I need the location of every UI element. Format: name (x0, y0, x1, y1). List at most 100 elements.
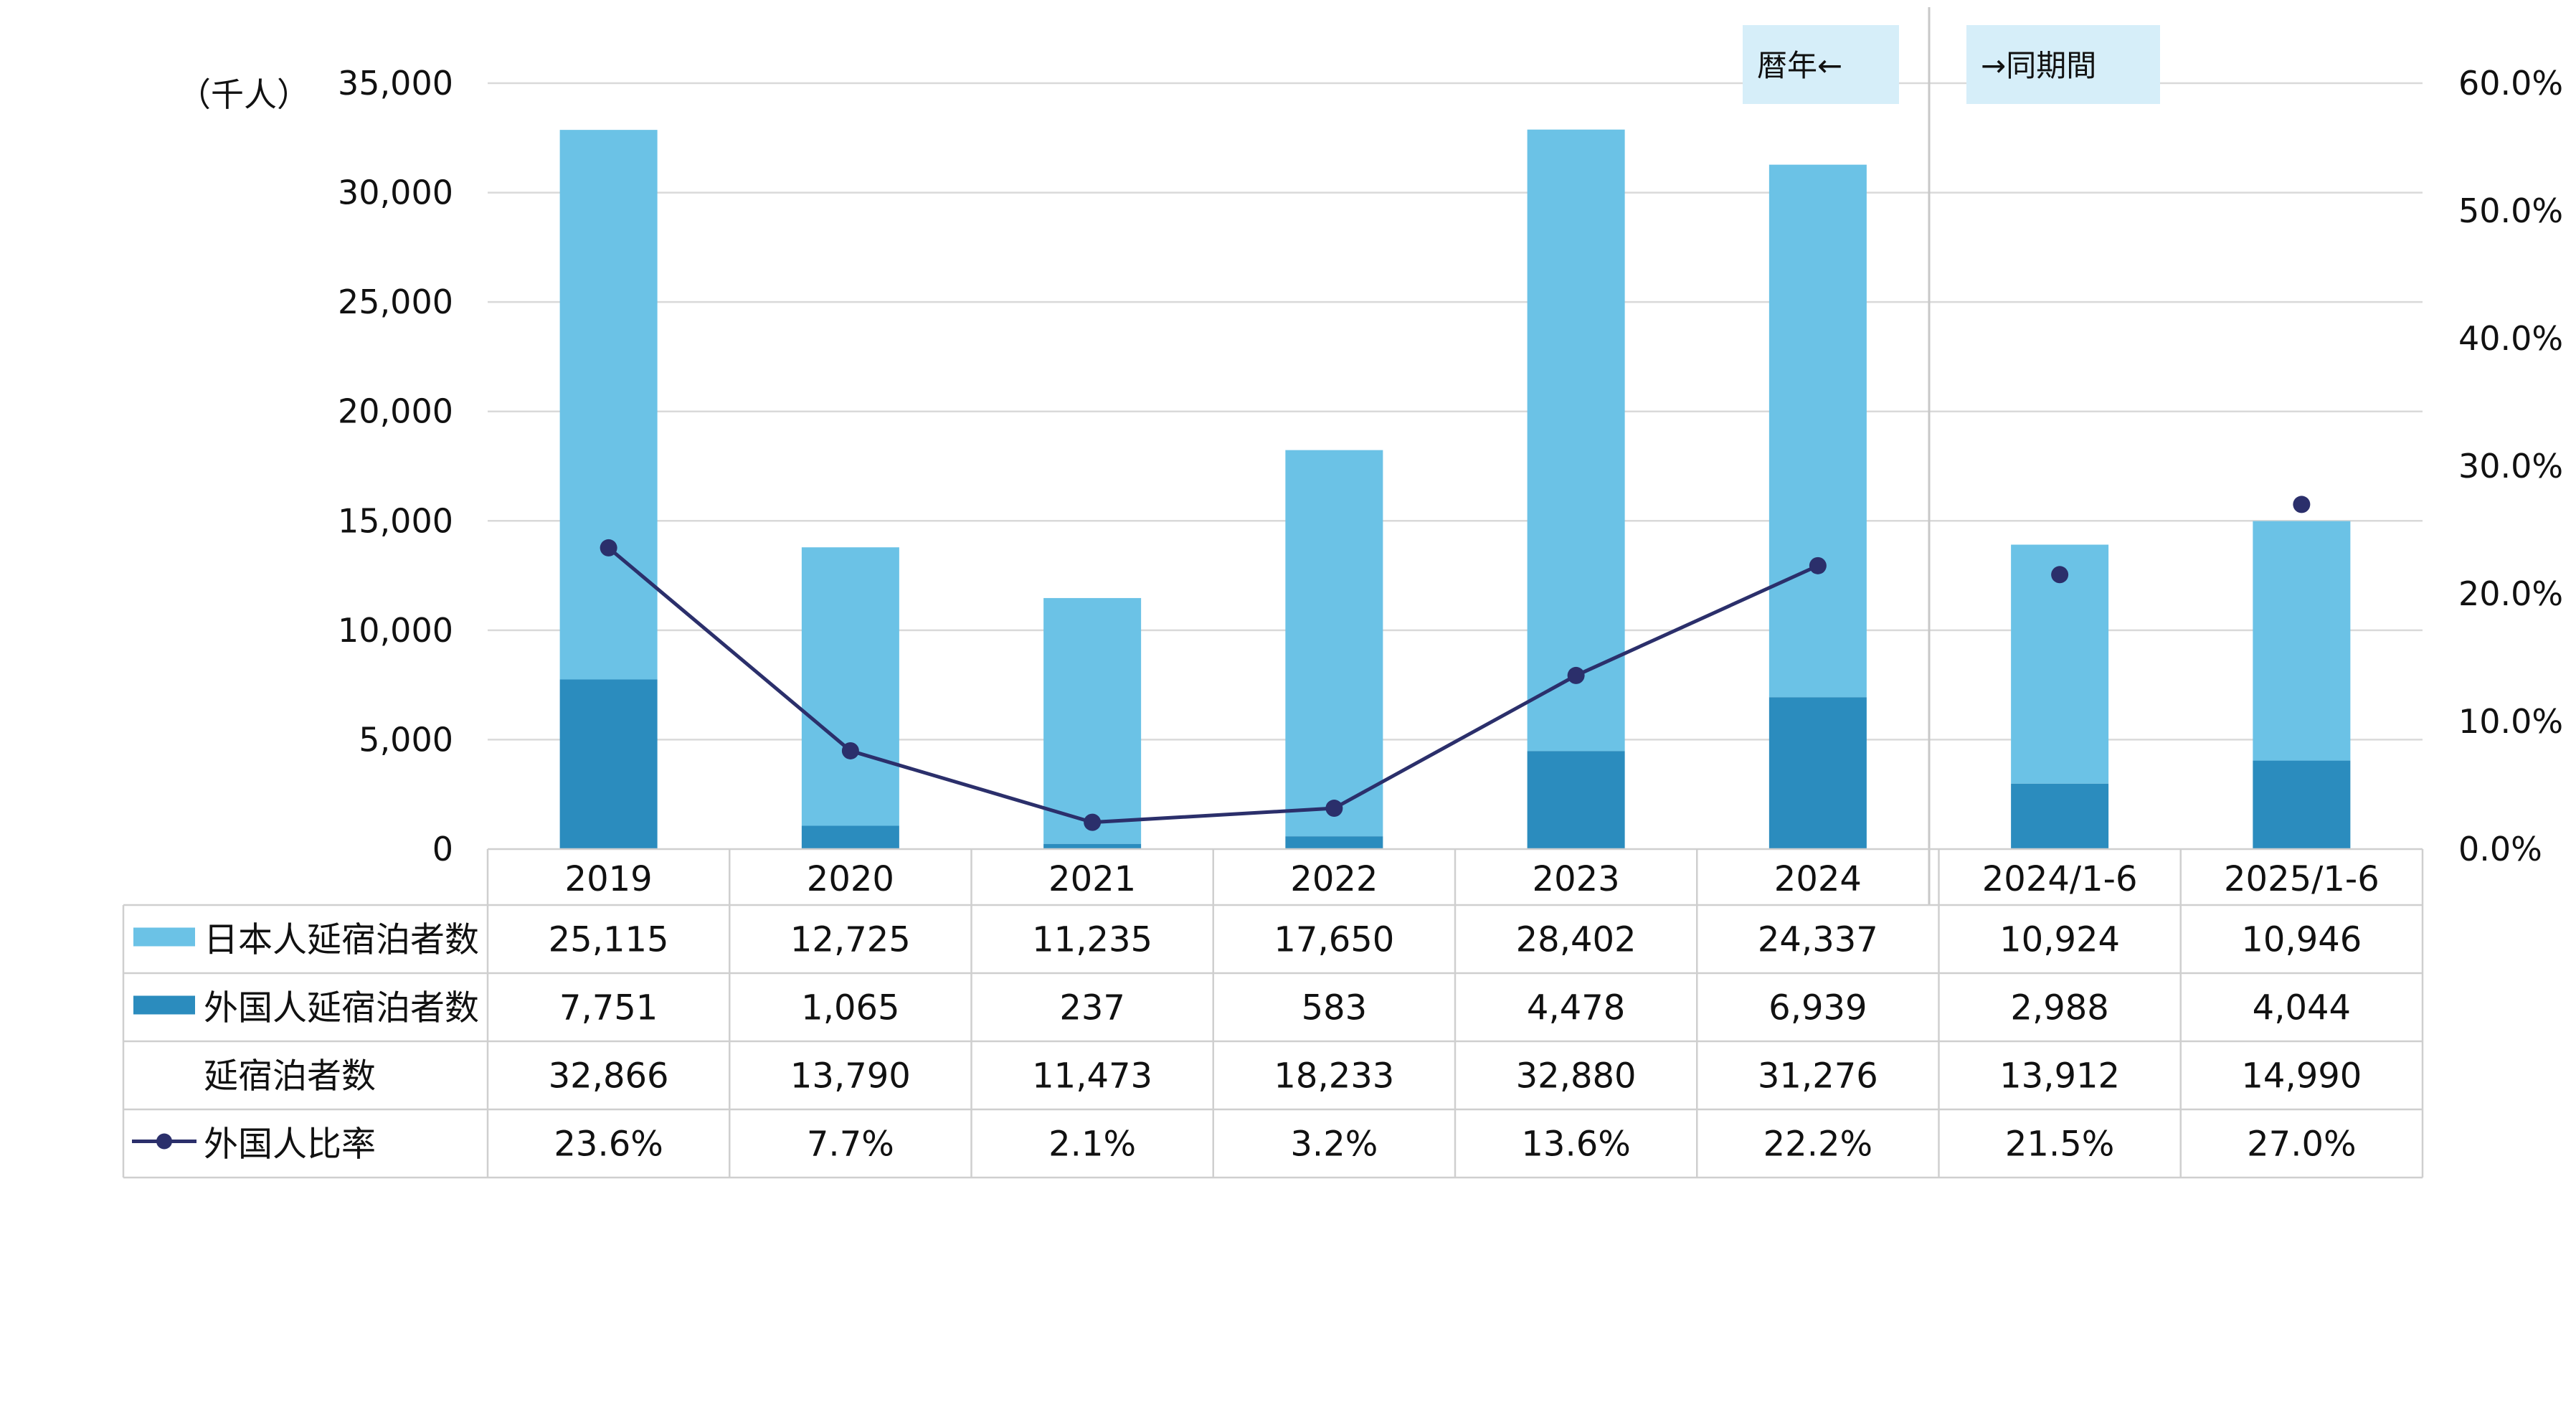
table-cell: 7,751 (559, 988, 658, 1028)
y-left-tick-label: 25,000 (338, 283, 453, 321)
period-markers: 暦年← →同期間 (1743, 7, 2160, 905)
table-cell: 12,725 (790, 920, 911, 960)
legend-key-japanese (133, 927, 195, 947)
row-header: 外国人比率 (204, 1124, 376, 1165)
bar-japanese (1527, 129, 1625, 752)
table-cell: 14,990 (2241, 1056, 2362, 1097)
ratio-point (1809, 556, 1827, 574)
bar-foreign (1527, 751, 1625, 849)
table-cell: 2,988 (2010, 988, 2108, 1028)
row-header: 日本人延宿泊者数 (204, 920, 479, 960)
y-right-tick-label: 0.0% (2458, 830, 2542, 868)
bar-japanese (1043, 597, 1142, 844)
axis-layer: （千人） 0 5,000 10,000 15,000 20,000 25,000 30,00… (178, 64, 2563, 868)
bar-japanese (1768, 164, 1867, 698)
y-left-tick-label: 0 (432, 830, 453, 868)
table-cell: 28,402 (1516, 920, 1637, 960)
bar-japanese (2011, 544, 2109, 784)
table-cell: 237 (1059, 988, 1125, 1028)
table-cell: 583 (1302, 988, 1368, 1028)
ratio-point (1567, 666, 1585, 684)
grid-layer (488, 82, 2423, 741)
bar-japanese (559, 130, 658, 680)
table-cell: 13,790 (790, 1056, 911, 1097)
y-right-tick-label: 60.0% (2458, 64, 2563, 103)
category-label: 2024 (1774, 859, 1862, 899)
table-cell: 32,866 (549, 1056, 669, 1097)
ratio-point (2051, 566, 2069, 584)
bar-foreign (2253, 760, 2351, 849)
table-cell: 25,115 (549, 920, 669, 960)
table-cell: 17,650 (1274, 920, 1394, 960)
y-right-tick-label: 30.0% (2458, 447, 2563, 486)
category-label: 2024/1-6 (1982, 859, 2138, 899)
y-left-tick-label: 5,000 (359, 720, 453, 759)
table-cell: 32,880 (1516, 1056, 1637, 1097)
table-cell: 2.1% (1048, 1124, 1136, 1165)
ratio-point (841, 742, 859, 759)
category-label: 2020 (807, 859, 894, 899)
ratio-line (607, 546, 1819, 825)
table-cell: 1,065 (801, 988, 899, 1028)
y-left-tick-label: 10,000 (338, 611, 453, 650)
ratio-point (600, 539, 617, 556)
y-right-tick-label: 50.0% (2458, 191, 2563, 230)
table-cell: 11,473 (1032, 1056, 1152, 1097)
table-cell: 10,924 (1999, 920, 2120, 960)
calendar-tag-bg (1743, 25, 1899, 104)
same-period-tag-bg (1966, 25, 2160, 104)
y-left-unit-label: （千人） (178, 75, 310, 114)
data-table: 2019 2020 2021 2022 2023 2024 2024/1-6 2025/1-6… (122, 848, 2424, 1179)
bar-japanese (2253, 521, 2351, 761)
y-right-tick-label: 10.0% (2458, 702, 2563, 741)
row-header: 延宿泊者数 (204, 1056, 376, 1097)
table-cell: 27.0% (2247, 1124, 2356, 1165)
bar-foreign (1043, 843, 1142, 849)
y-left-tick-label: 35,000 (338, 64, 453, 103)
table-cell: 31,276 (1758, 1056, 1878, 1097)
bars-layer (559, 129, 2351, 849)
table-cell: 13.6% (1521, 1124, 1630, 1165)
table-cell: 18,233 (1274, 1056, 1394, 1097)
table-cell: 10,946 (2241, 920, 2362, 960)
category-label: 2019 (565, 859, 653, 899)
calendar-tag-label: 暦年← (1757, 48, 1842, 83)
table-cell: 7.7% (807, 1124, 894, 1165)
row-header: 外国人延宿泊者数 (204, 988, 479, 1028)
y-left-tick-label: 20,000 (338, 392, 453, 431)
bar-foreign (2011, 783, 2109, 849)
y-left-tick-label: 30,000 (338, 174, 453, 212)
category-label: 2025/1-6 (2224, 859, 2380, 899)
bar-japanese (1285, 450, 1383, 837)
ratio-point (1325, 800, 1343, 818)
table-cell: 21.5% (2005, 1124, 2114, 1165)
table-cell: 6,939 (1768, 988, 1867, 1028)
y-left-tick-label: 15,000 (338, 501, 453, 540)
category-label: 2023 (1533, 859, 1620, 899)
table-cell: 24,337 (1758, 920, 1878, 960)
legend-key-ratio-marker (156, 1133, 172, 1150)
category-label: 2022 (1290, 859, 1378, 899)
category-label: 2021 (1048, 859, 1136, 899)
y-right-tick-label: 40.0% (2458, 319, 2563, 358)
table-cell: 3.2% (1290, 1124, 1378, 1165)
ratio-point (2293, 496, 2311, 513)
bar-foreign (1768, 697, 1867, 849)
table-cell: 4,478 (1527, 988, 1625, 1028)
table-cell: 13,912 (1999, 1056, 2120, 1097)
bar-japanese (801, 547, 899, 826)
table-cell: 11,235 (1032, 920, 1152, 960)
bar-foreign (559, 679, 658, 849)
bar-foreign (801, 825, 899, 849)
table-cell: 4,044 (2253, 988, 2351, 1028)
line-layer (600, 496, 2311, 831)
y-right-tick-label: 20.0% (2458, 574, 2563, 613)
bar-foreign (1285, 836, 1383, 849)
legend-key-foreign (133, 995, 195, 1015)
same-period-tag-label: →同期間 (1981, 48, 2096, 83)
ratio-point (1084, 813, 1102, 831)
table-cell: 23.6% (554, 1124, 663, 1165)
table-cell: 22.2% (1763, 1124, 1872, 1165)
